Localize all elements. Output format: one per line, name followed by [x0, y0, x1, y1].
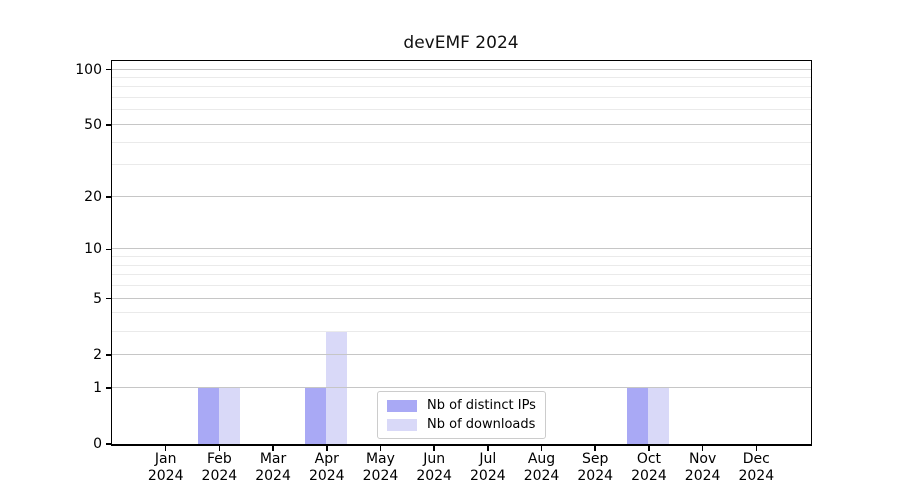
x-tick-month: Jul: [479, 451, 497, 467]
legend-item-downloads: Nb of downloads: [387, 415, 536, 434]
grid-line-minor: [111, 256, 811, 258]
y-tick-mark: [105, 387, 111, 389]
x-tick-mark: [540, 445, 543, 451]
grid-line-major: [111, 248, 811, 250]
grid-line-major: [111, 297, 811, 299]
x-tick-month: Nov: [688, 451, 717, 467]
y-tick-mark: [105, 443, 111, 445]
x-tick-year: 2024: [308, 467, 345, 484]
x-tick-year: 2024: [470, 467, 506, 484]
y-axis-tick-label: 0: [93, 436, 102, 452]
bar-distinct-ips-feb: [197, 387, 219, 444]
grid-line-minor: [111, 97, 811, 99]
x-axis-tick-label: Apr 2024: [295, 451, 359, 484]
y-axis-tick-label: 100: [75, 61, 102, 78]
x-tick-year: 2024: [577, 467, 614, 484]
x-axis-tick-label: Aug 2024: [510, 451, 574, 484]
grid-line-minor: [111, 330, 811, 332]
y-tick-mark: [105, 68, 111, 71]
legend-swatch-icon: [387, 399, 417, 412]
grid-line-minor: [111, 76, 811, 78]
x-tick-mark: [164, 445, 167, 451]
x-tick-month: Dec: [742, 451, 770, 467]
grid-line-minor: [111, 141, 811, 143]
y-axis-tick-label: 10: [84, 241, 102, 258]
x-tick-month: Aug: [527, 451, 556, 467]
legend-item-distinct-ips: Nb of distinct IPs: [387, 396, 536, 415]
x-tick-mark: [755, 445, 758, 451]
x-tick-year: 2024: [738, 467, 775, 484]
grid-line-major: [111, 68, 811, 70]
x-tick-year: 2024: [362, 467, 399, 484]
y-axis-tick-label: 1: [93, 379, 102, 396]
x-tick-year: 2024: [201, 467, 238, 484]
x-tick-mark: [487, 445, 489, 451]
grid-line-minor: [111, 86, 811, 88]
bar-distinct-ips-apr: [305, 387, 327, 444]
x-axis-tick-label: May 2024: [348, 451, 412, 484]
x-axis-tick-label: Nov 2024: [671, 451, 735, 484]
x-tick-month: Oct: [636, 451, 662, 467]
y-axis-tick-label: 2: [93, 346, 102, 363]
grid-line-major: [111, 353, 811, 355]
grid-line-minor: [111, 285, 811, 287]
y-axis-tick-label: 5: [93, 290, 102, 307]
x-axis-tick-label: Jul 2024: [456, 451, 520, 484]
x-axis-tick-label: Dec 2024: [724, 451, 788, 484]
x-axis-tick-label: Mar 2024: [241, 451, 305, 484]
legend-label: Nb of downloads: [427, 417, 536, 432]
x-tick-month: May: [365, 451, 395, 467]
x-tick-mark: [326, 445, 328, 451]
x-tick-mark: [272, 445, 274, 451]
x-axis-tick-label: Feb 2024: [187, 451, 251, 484]
plot-area: [110, 59, 812, 446]
grid-line-minor: [111, 312, 811, 314]
bar-downloads-oct: [648, 387, 670, 444]
y-tick-mark: [105, 124, 111, 126]
x-tick-year: 2024: [523, 467, 560, 484]
x-tick-month: Apr: [314, 451, 339, 467]
grid-line-major: [111, 386, 811, 388]
x-axis-tick-label: Sep 2024: [563, 451, 627, 484]
chart-title: devEMF 2024: [403, 33, 519, 53]
legend-label: Nb of distinct IPs: [427, 398, 536, 413]
legend: Nb of distinct IPs Nb of downloads: [377, 391, 546, 439]
grid-line-minor: [111, 274, 811, 276]
x-axis-tick-label: Oct 2024: [617, 451, 681, 484]
y-tick-mark: [105, 297, 111, 300]
x-tick-year: 2024: [147, 467, 184, 484]
x-tick-mark: [218, 445, 221, 451]
x-tick-month: Mar: [259, 451, 287, 467]
x-axis-tick-label: Jun 2024: [402, 451, 466, 484]
x-tick-month: Sep: [582, 451, 609, 467]
x-tick-year: 2024: [631, 467, 667, 484]
x-tick-year: 2024: [416, 467, 452, 484]
grid-line-minor: [111, 164, 811, 166]
x-tick-year: 2024: [255, 467, 291, 484]
x-tick-mark: [594, 445, 596, 451]
grid-line-major: [111, 195, 811, 197]
bar-downloads-feb: [218, 387, 240, 444]
x-tick-month: Jun: [423, 451, 446, 467]
x-axis-tick-label: Jan 2024: [134, 451, 198, 484]
x-tick-year: 2024: [684, 467, 721, 484]
grid-line-minor: [111, 264, 811, 266]
x-tick-mark: [648, 445, 650, 451]
legend-swatch-icon: [387, 418, 417, 431]
grid-line-major: [111, 123, 811, 125]
x-tick-mark: [701, 445, 704, 451]
x-tick-mark: [379, 445, 382, 451]
bar-distinct-ips-oct: [627, 387, 649, 444]
x-tick-month: Jan: [154, 451, 177, 467]
x-tick-mark: [433, 445, 435, 451]
y-tick-mark: [105, 354, 111, 356]
x-tick-month: Feb: [206, 451, 232, 467]
y-axis-tick-label: 20: [84, 188, 102, 205]
y-axis-tick-label: 50: [84, 116, 102, 133]
y-tick-mark: [105, 248, 111, 251]
y-tick-mark: [105, 196, 111, 198]
grid-line-minor: [111, 109, 811, 111]
